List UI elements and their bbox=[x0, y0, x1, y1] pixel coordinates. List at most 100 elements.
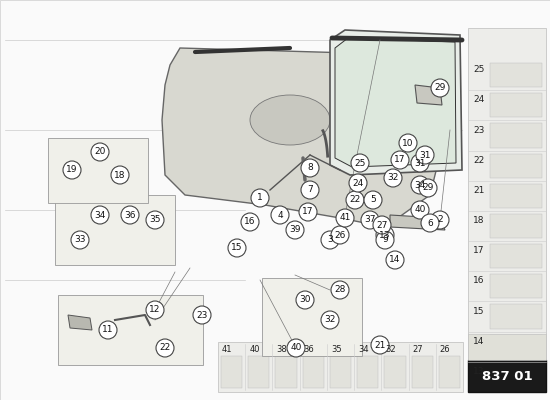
Text: 16: 16 bbox=[473, 276, 485, 286]
Text: 17: 17 bbox=[302, 208, 313, 216]
Circle shape bbox=[121, 206, 139, 224]
Text: 1: 1 bbox=[257, 194, 263, 202]
Circle shape bbox=[286, 221, 304, 239]
Text: 17: 17 bbox=[394, 156, 406, 164]
Text: 22: 22 bbox=[349, 196, 361, 204]
Text: 35: 35 bbox=[331, 346, 342, 354]
Circle shape bbox=[99, 321, 117, 339]
Circle shape bbox=[301, 181, 319, 199]
Text: 837 01: 837 01 bbox=[482, 370, 532, 382]
FancyBboxPatch shape bbox=[55, 195, 175, 265]
Circle shape bbox=[63, 161, 81, 179]
FancyBboxPatch shape bbox=[490, 214, 542, 238]
Text: 34: 34 bbox=[414, 180, 426, 190]
Text: 21: 21 bbox=[375, 340, 386, 350]
FancyBboxPatch shape bbox=[330, 356, 351, 388]
Text: 4: 4 bbox=[277, 210, 283, 220]
FancyBboxPatch shape bbox=[357, 356, 378, 388]
FancyBboxPatch shape bbox=[468, 28, 546, 360]
Polygon shape bbox=[390, 215, 445, 230]
Text: 38: 38 bbox=[277, 346, 287, 354]
Circle shape bbox=[364, 191, 382, 209]
Circle shape bbox=[91, 143, 109, 161]
FancyBboxPatch shape bbox=[490, 154, 542, 178]
Polygon shape bbox=[68, 315, 92, 330]
FancyBboxPatch shape bbox=[48, 138, 148, 203]
Circle shape bbox=[411, 154, 429, 172]
Circle shape bbox=[431, 211, 449, 229]
Text: 13: 13 bbox=[379, 230, 390, 240]
Polygon shape bbox=[330, 30, 462, 175]
Circle shape bbox=[373, 216, 391, 234]
Text: 18: 18 bbox=[473, 216, 485, 225]
Circle shape bbox=[156, 339, 174, 357]
Ellipse shape bbox=[345, 92, 395, 138]
Circle shape bbox=[146, 211, 164, 229]
Circle shape bbox=[349, 174, 367, 192]
Circle shape bbox=[391, 151, 409, 169]
Text: 23: 23 bbox=[196, 310, 208, 320]
FancyBboxPatch shape bbox=[490, 244, 542, 268]
Text: 27: 27 bbox=[412, 346, 423, 354]
Circle shape bbox=[91, 206, 109, 224]
Circle shape bbox=[384, 169, 402, 187]
Text: 9: 9 bbox=[382, 236, 388, 244]
FancyBboxPatch shape bbox=[384, 356, 405, 388]
FancyBboxPatch shape bbox=[490, 335, 542, 359]
Text: 20: 20 bbox=[94, 148, 106, 156]
Circle shape bbox=[331, 226, 349, 244]
Text: 37: 37 bbox=[364, 216, 376, 224]
Circle shape bbox=[321, 231, 339, 249]
Text: 41: 41 bbox=[339, 214, 351, 222]
Text: 22: 22 bbox=[160, 344, 170, 352]
Text: 36: 36 bbox=[124, 210, 136, 220]
Text: 6: 6 bbox=[427, 218, 433, 228]
FancyBboxPatch shape bbox=[468, 360, 546, 392]
Text: 16: 16 bbox=[244, 218, 256, 226]
Text: 32: 32 bbox=[387, 174, 399, 182]
Text: 28: 28 bbox=[334, 286, 346, 294]
Text: 18: 18 bbox=[114, 170, 126, 180]
Circle shape bbox=[111, 166, 129, 184]
Text: 26: 26 bbox=[334, 230, 346, 240]
Circle shape bbox=[241, 213, 259, 231]
Text: 21: 21 bbox=[473, 186, 485, 195]
Text: 35: 35 bbox=[149, 216, 161, 224]
Text: 27: 27 bbox=[376, 220, 388, 230]
Text: 8: 8 bbox=[307, 164, 313, 172]
Circle shape bbox=[299, 203, 317, 221]
FancyBboxPatch shape bbox=[218, 342, 463, 392]
Text: 40: 40 bbox=[414, 206, 426, 214]
Circle shape bbox=[301, 159, 319, 177]
Circle shape bbox=[193, 306, 211, 324]
Text: 25: 25 bbox=[473, 65, 485, 74]
Circle shape bbox=[296, 291, 314, 309]
Circle shape bbox=[411, 176, 429, 194]
Circle shape bbox=[71, 231, 89, 249]
Text: 39: 39 bbox=[289, 226, 301, 234]
Text: 34: 34 bbox=[94, 210, 106, 220]
Text: 36: 36 bbox=[304, 346, 315, 354]
Circle shape bbox=[361, 211, 379, 229]
Ellipse shape bbox=[250, 95, 330, 145]
Circle shape bbox=[421, 214, 439, 232]
FancyBboxPatch shape bbox=[58, 295, 203, 365]
Circle shape bbox=[376, 231, 394, 249]
Circle shape bbox=[399, 134, 417, 152]
Text: 14: 14 bbox=[473, 337, 485, 346]
Text: 3: 3 bbox=[327, 236, 333, 244]
FancyBboxPatch shape bbox=[490, 93, 542, 117]
FancyBboxPatch shape bbox=[490, 63, 542, 87]
Text: 5: 5 bbox=[370, 196, 376, 204]
Circle shape bbox=[331, 281, 349, 299]
FancyBboxPatch shape bbox=[490, 274, 542, 298]
FancyBboxPatch shape bbox=[490, 365, 542, 389]
Text: 25: 25 bbox=[354, 158, 366, 168]
Text: 13: 13 bbox=[473, 367, 485, 376]
Text: 24: 24 bbox=[473, 95, 484, 104]
Circle shape bbox=[376, 226, 394, 244]
Text: 29: 29 bbox=[422, 184, 434, 192]
FancyBboxPatch shape bbox=[276, 356, 296, 388]
Circle shape bbox=[416, 146, 434, 164]
FancyBboxPatch shape bbox=[302, 356, 324, 388]
